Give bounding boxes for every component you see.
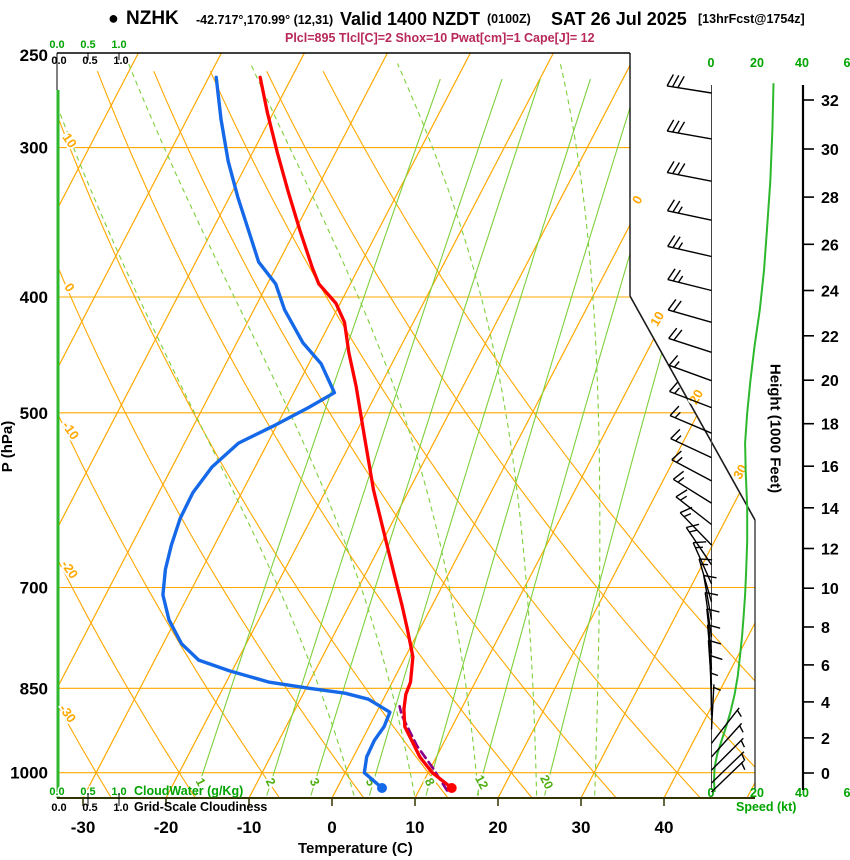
surface-dots [377,783,457,794]
station-coords: -42.717°,170.99° (12,31) [196,13,334,27]
valid-time: Valid 1400 NZDT [340,9,481,29]
svg-text:20: 20 [821,373,839,390]
svg-text:16: 16 [821,459,839,476]
svg-text:40: 40 [655,818,674,837]
temperature-axis: -30 -20 -10 0 10 20 30 40 [71,798,674,837]
svg-text:4: 4 [821,695,830,712]
svg-text:-20: -20 [154,818,179,837]
svg-text:0: 0 [327,818,336,837]
svg-text:20: 20 [537,773,556,792]
speed-axis-title: Speed (kt) [736,800,796,814]
svg-text:0: 0 [629,193,646,207]
sounding-profiles [161,75,454,792]
svg-text:6: 6 [844,56,850,70]
cloudwater-scale-title: CloudWater (g/Kg) [134,784,243,798]
svg-text:-10: -10 [237,818,262,837]
forecast-tag: [13hrFcst@1754z] [698,12,805,26]
svg-text:-30: -30 [71,818,96,837]
svg-text:-20: -20 [58,557,81,581]
svg-text:18: 18 [821,417,839,434]
svg-text:20: 20 [750,56,764,70]
svg-text:1.0: 1.0 [113,55,128,67]
svg-text:0: 0 [708,56,715,70]
svg-text:0.5: 0.5 [82,802,97,814]
svg-text:1.0: 1.0 [111,786,126,798]
svg-text:32: 32 [821,93,839,110]
svg-text:28: 28 [821,190,839,207]
svg-text:6: 6 [844,786,850,800]
svg-text:14: 14 [821,501,839,518]
svg-text:40: 40 [795,56,809,70]
svg-text:850: 850 [20,679,48,698]
svg-text:12: 12 [472,773,491,792]
cloudiness-scale-title: Grid-Scale Cloudiness [134,800,267,814]
svg-text:10: 10 [647,309,667,329]
stability-indices: Plcl=895 Tlcl[C]=2 Shox=10 Pwat[cm]=1 Ca… [285,31,595,45]
station-bullet-icon: ● [108,8,119,28]
background-grid [57,53,755,798]
svg-text:10: 10 [821,581,839,598]
svg-text:0: 0 [821,766,830,783]
valid-date: SAT 26 Jul 2025 [551,9,687,29]
svg-text:30: 30 [730,462,750,482]
pressure-axis: 250 300 400 500 700 850 1000 [10,46,48,783]
svg-text:300: 300 [20,139,48,158]
svg-text:0.5: 0.5 [80,786,95,798]
svg-text:0.5: 0.5 [80,39,95,51]
valid-zulu: (0100Z) [487,12,531,26]
cloud-scale: 0.0 0.0 0.0 0.0 0.5 0.5 0.5 0.5 1.0 1.0 1.0 1.0 Clou… [48,39,268,814]
wind-barbs [666,74,746,793]
svg-text:0.0: 0.0 [49,786,64,798]
svg-text:1.0: 1.0 [113,802,128,814]
svg-text:1.0: 1.0 [111,39,126,51]
svg-text:0.5: 0.5 [82,55,97,67]
svg-text:30: 30 [821,142,839,159]
svg-text:30: 30 [572,818,591,837]
svg-text:0.0: 0.0 [49,39,64,51]
svg-text:12: 12 [821,541,839,558]
svg-text:1000: 1000 [10,764,48,783]
svg-text:500: 500 [20,404,48,423]
svg-text:22: 22 [821,329,839,346]
svg-text:0.0: 0.0 [51,802,66,814]
temperature-axis-title: Temperature (C) [298,840,413,857]
svg-text:-10: -10 [59,418,82,442]
svg-text:-30: -30 [56,701,79,725]
svg-text:0.0: 0.0 [51,55,66,67]
svg-text:0: 0 [708,786,715,800]
svg-text:6: 6 [821,658,830,675]
wind-speed-curve [712,83,775,793]
svg-text:8: 8 [821,620,830,637]
svg-text:10: 10 [406,818,425,837]
svg-text:20: 20 [489,818,508,837]
svg-text:700: 700 [20,579,48,598]
svg-text:20: 20 [750,786,764,800]
svg-text:24: 24 [821,284,839,301]
svg-text:400: 400 [20,288,48,307]
station-id: NZHK [126,8,179,29]
svg-text:8: 8 [422,776,438,789]
svg-text:26: 26 [821,237,839,254]
svg-text:3: 3 [307,776,323,789]
svg-text:2: 2 [821,731,830,748]
svg-text:250: 250 [20,46,48,65]
svg-text:40: 40 [795,786,809,800]
